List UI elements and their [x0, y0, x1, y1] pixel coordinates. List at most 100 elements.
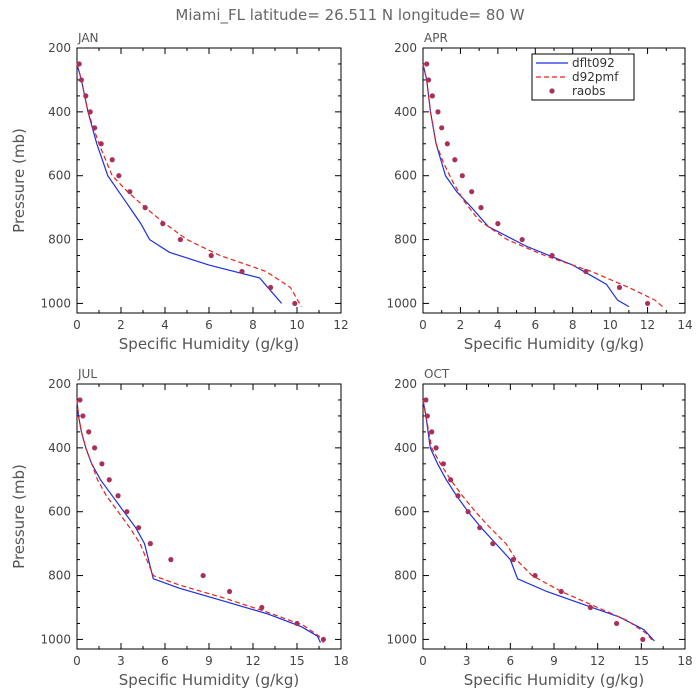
figure-title: Miami_FL latitude= 26.511 N longitude= 8…: [175, 6, 524, 25]
panel-jan: JAN 0 2 4 6 8 10 12 200 400 600 800 1000 Specific Hum…: [10, 31, 635, 353]
x-tick-label: 2: [457, 318, 465, 332]
plot-frame: [422, 383, 686, 650]
x-tick-label: 12: [640, 318, 655, 332]
raobs-point: [433, 445, 439, 451]
y-tick-label: 800: [48, 233, 71, 247]
raobs-point: [142, 205, 148, 211]
raobs-point: [424, 61, 430, 67]
x-tick-label: 12: [333, 318, 348, 332]
raobs-point: [109, 157, 115, 163]
legend-marker-raobs: [549, 88, 555, 94]
y-tick-label: 800: [394, 233, 417, 247]
raobs-point: [200, 572, 206, 579]
raobs-point: [613, 620, 620, 627]
panel-label: APR: [424, 31, 448, 45]
y-tick-label: 600: [394, 505, 417, 519]
raobs-point: [510, 557, 516, 563]
panel-oct: OCT 0 3 6 9 12 15 18 200 400 600 800 1000 Specific Hu…: [386, 367, 692, 689]
panel-label: JAN: [77, 31, 99, 45]
y-tick-label: 200: [48, 41, 71, 55]
dflt092-line: [76, 63, 283, 304]
y-tick-label: 400: [394, 441, 417, 455]
raobs-point: [519, 236, 525, 243]
raobs-point: [80, 413, 86, 419]
raobs-point: [459, 173, 465, 179]
x-tick-label: 12: [245, 654, 260, 668]
y-tick-label: 600: [48, 505, 71, 519]
x-tick-label: 3: [117, 654, 125, 668]
raobs-point: [259, 604, 265, 611]
raobs-point: [455, 493, 461, 499]
raobs-point: [435, 109, 441, 115]
raobs-point: [644, 300, 651, 307]
raobs-point: [477, 525, 483, 531]
raobs-point: [116, 173, 122, 179]
raobs-point: [77, 397, 83, 403]
raobs-point: [160, 221, 166, 227]
legend-label-raobs: raobs: [572, 84, 606, 98]
x-tick-label: 6: [161, 654, 169, 668]
raobs-point: [208, 252, 214, 259]
x-tick-label: 8: [249, 318, 257, 332]
y-axis-label: Pressure (mb): [10, 464, 28, 569]
panel-label: OCT: [424, 367, 450, 381]
raobs-point: [423, 397, 429, 403]
x-tick-label: 3: [463, 654, 471, 668]
raobs-point: [294, 620, 300, 627]
legend-label-dflt092: dflt092: [572, 56, 615, 70]
x-tick-label: 14: [677, 318, 692, 332]
x-axis-label: Specific Humidity (g/kg): [464, 671, 644, 689]
x-tick-label: 12: [590, 654, 605, 668]
raobs-point: [226, 588, 233, 595]
x-axis-label: Specific Humidity (g/kg): [119, 671, 299, 689]
x-axis-label: Specific Humidity (g/kg): [119, 335, 299, 353]
raobs-point: [587, 604, 593, 611]
raobs-point: [440, 461, 446, 467]
dflt092-line: [422, 399, 655, 642]
raobs-point: [87, 109, 93, 115]
raobs-point: [452, 157, 458, 163]
raobs-point: [583, 268, 589, 275]
raobs-point: [426, 77, 432, 83]
d92pmf-line: [76, 399, 324, 643]
raobs-point: [640, 636, 646, 643]
plot-frame: [76, 383, 342, 650]
raobs-point: [532, 572, 538, 579]
y-tick-label: 1000: [40, 632, 71, 646]
x-tick-label: 9: [205, 654, 213, 668]
y-tick-label: 200: [394, 41, 417, 55]
panel-jul: JUL 0 3 6 9 12 15 18 200 400 600 800 1000 Specific Hu…: [10, 367, 349, 689]
x-tick-label: 10: [603, 318, 618, 332]
raobs-point: [439, 125, 445, 131]
raobs-point: [448, 477, 454, 483]
raobs-point: [469, 189, 475, 195]
raobs-point: [83, 93, 89, 99]
raobs-point: [444, 141, 450, 147]
y-tick-label: 600: [394, 169, 417, 183]
dflt092-line: [76, 399, 322, 643]
raobs-point: [495, 221, 501, 227]
panel-label: JUL: [77, 367, 97, 381]
raobs-point: [76, 61, 82, 67]
y-tick-label: 200: [394, 377, 417, 391]
raobs-point: [490, 541, 496, 547]
x-tick-label: 8: [569, 318, 577, 332]
raobs-point: [106, 477, 112, 483]
panels: JAN 0 2 4 6 8 10 12 200 400 600 800 1000 Specific Hum…: [10, 31, 693, 689]
y-tick-label: 1000: [386, 632, 417, 646]
x-tick-label: 6: [205, 318, 213, 332]
raobs-point: [168, 557, 174, 563]
x-tick-label: 4: [161, 318, 169, 332]
raobs-point: [268, 284, 274, 291]
raobs-point: [136, 525, 142, 531]
raobs-point: [292, 300, 298, 307]
y-tick-label: 400: [48, 441, 71, 455]
raobs-point: [429, 429, 435, 435]
y-tick-label: 200: [48, 377, 71, 391]
y-tick-label: 800: [394, 569, 417, 583]
raobs-point: [465, 509, 471, 515]
x-tick-label: 6: [507, 654, 515, 668]
raobs-point: [177, 236, 183, 243]
x-tick-label: 0: [419, 654, 427, 668]
